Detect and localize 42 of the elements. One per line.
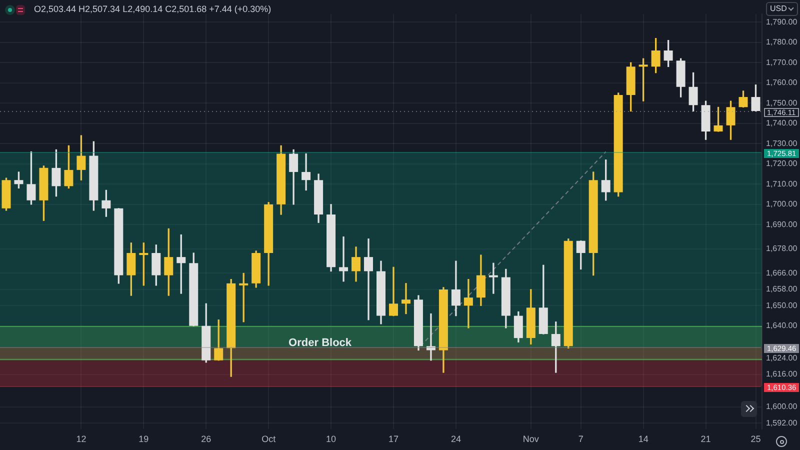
y-tick-label: 1,666.00 [766, 268, 798, 278]
y-tick-label: 1,624.00 [766, 354, 798, 363]
x-tick-label: 7 [578, 434, 584, 444]
candlestick [302, 153, 311, 191]
x-tick-label: 19 [138, 434, 149, 444]
candlestick [464, 278, 473, 328]
y-tick-label: 1,678.00 [766, 244, 798, 254]
y-tick-label: 1,616.00 [766, 370, 798, 379]
y-tick-label: 1,658.00 [766, 284, 798, 294]
y-tick-label: 1,780.00 [766, 38, 798, 47]
candlestick [488, 262, 498, 294]
y-tick-label: 1,640.00 [766, 321, 798, 330]
y-tick-label: 1,600.00 [766, 402, 798, 412]
x-tick-label: 12 [76, 434, 86, 444]
y-tick-label: 1,720.00 [766, 159, 798, 168]
y-tick-label: 1,770.00 [766, 58, 798, 67]
y-tick-label: 1,730.00 [766, 138, 798, 148]
x-tick-label: Oct [262, 434, 276, 444]
x-tick-label: 17 [388, 434, 398, 444]
y-tick-label: 1,760.00 [766, 78, 798, 88]
y-axis-title: USD [770, 4, 787, 13]
y-tick-label: 1,740.00 [766, 118, 798, 128]
candlestick [401, 283, 410, 314]
x-tick-label: 21 [700, 434, 711, 444]
candlestick [364, 238, 374, 320]
annotation: O2,503.44 H2,507.34 L2,490.14 C2,501.68 +7.44 (+0.30%) [34, 4, 272, 14]
band-label: Order Block [288, 337, 352, 350]
y-tick-label: 1,650.00 [766, 300, 798, 310]
x-tick-label: Nov [522, 434, 540, 444]
x-tick-label: 26 [201, 434, 212, 444]
x-tick-label: 14 [638, 434, 648, 444]
candlestick [339, 236, 348, 282]
y-tick-label: 1,710.00 [766, 179, 798, 188]
x-tick-label: 25 [750, 434, 761, 444]
y-tick-label: 1,592.00 [766, 418, 798, 428]
x-tick-label: 10 [326, 434, 336, 444]
candlestick [426, 313, 436, 361]
y-tick-label: 1,790.00 [766, 17, 798, 26]
x-tick-label: 24 [450, 434, 461, 444]
y-tick-label: 1,750.00 [766, 98, 798, 108]
y-tick-label: 1,700.00 [766, 200, 798, 209]
y-tick-label: 1,690.00 [766, 220, 798, 229]
